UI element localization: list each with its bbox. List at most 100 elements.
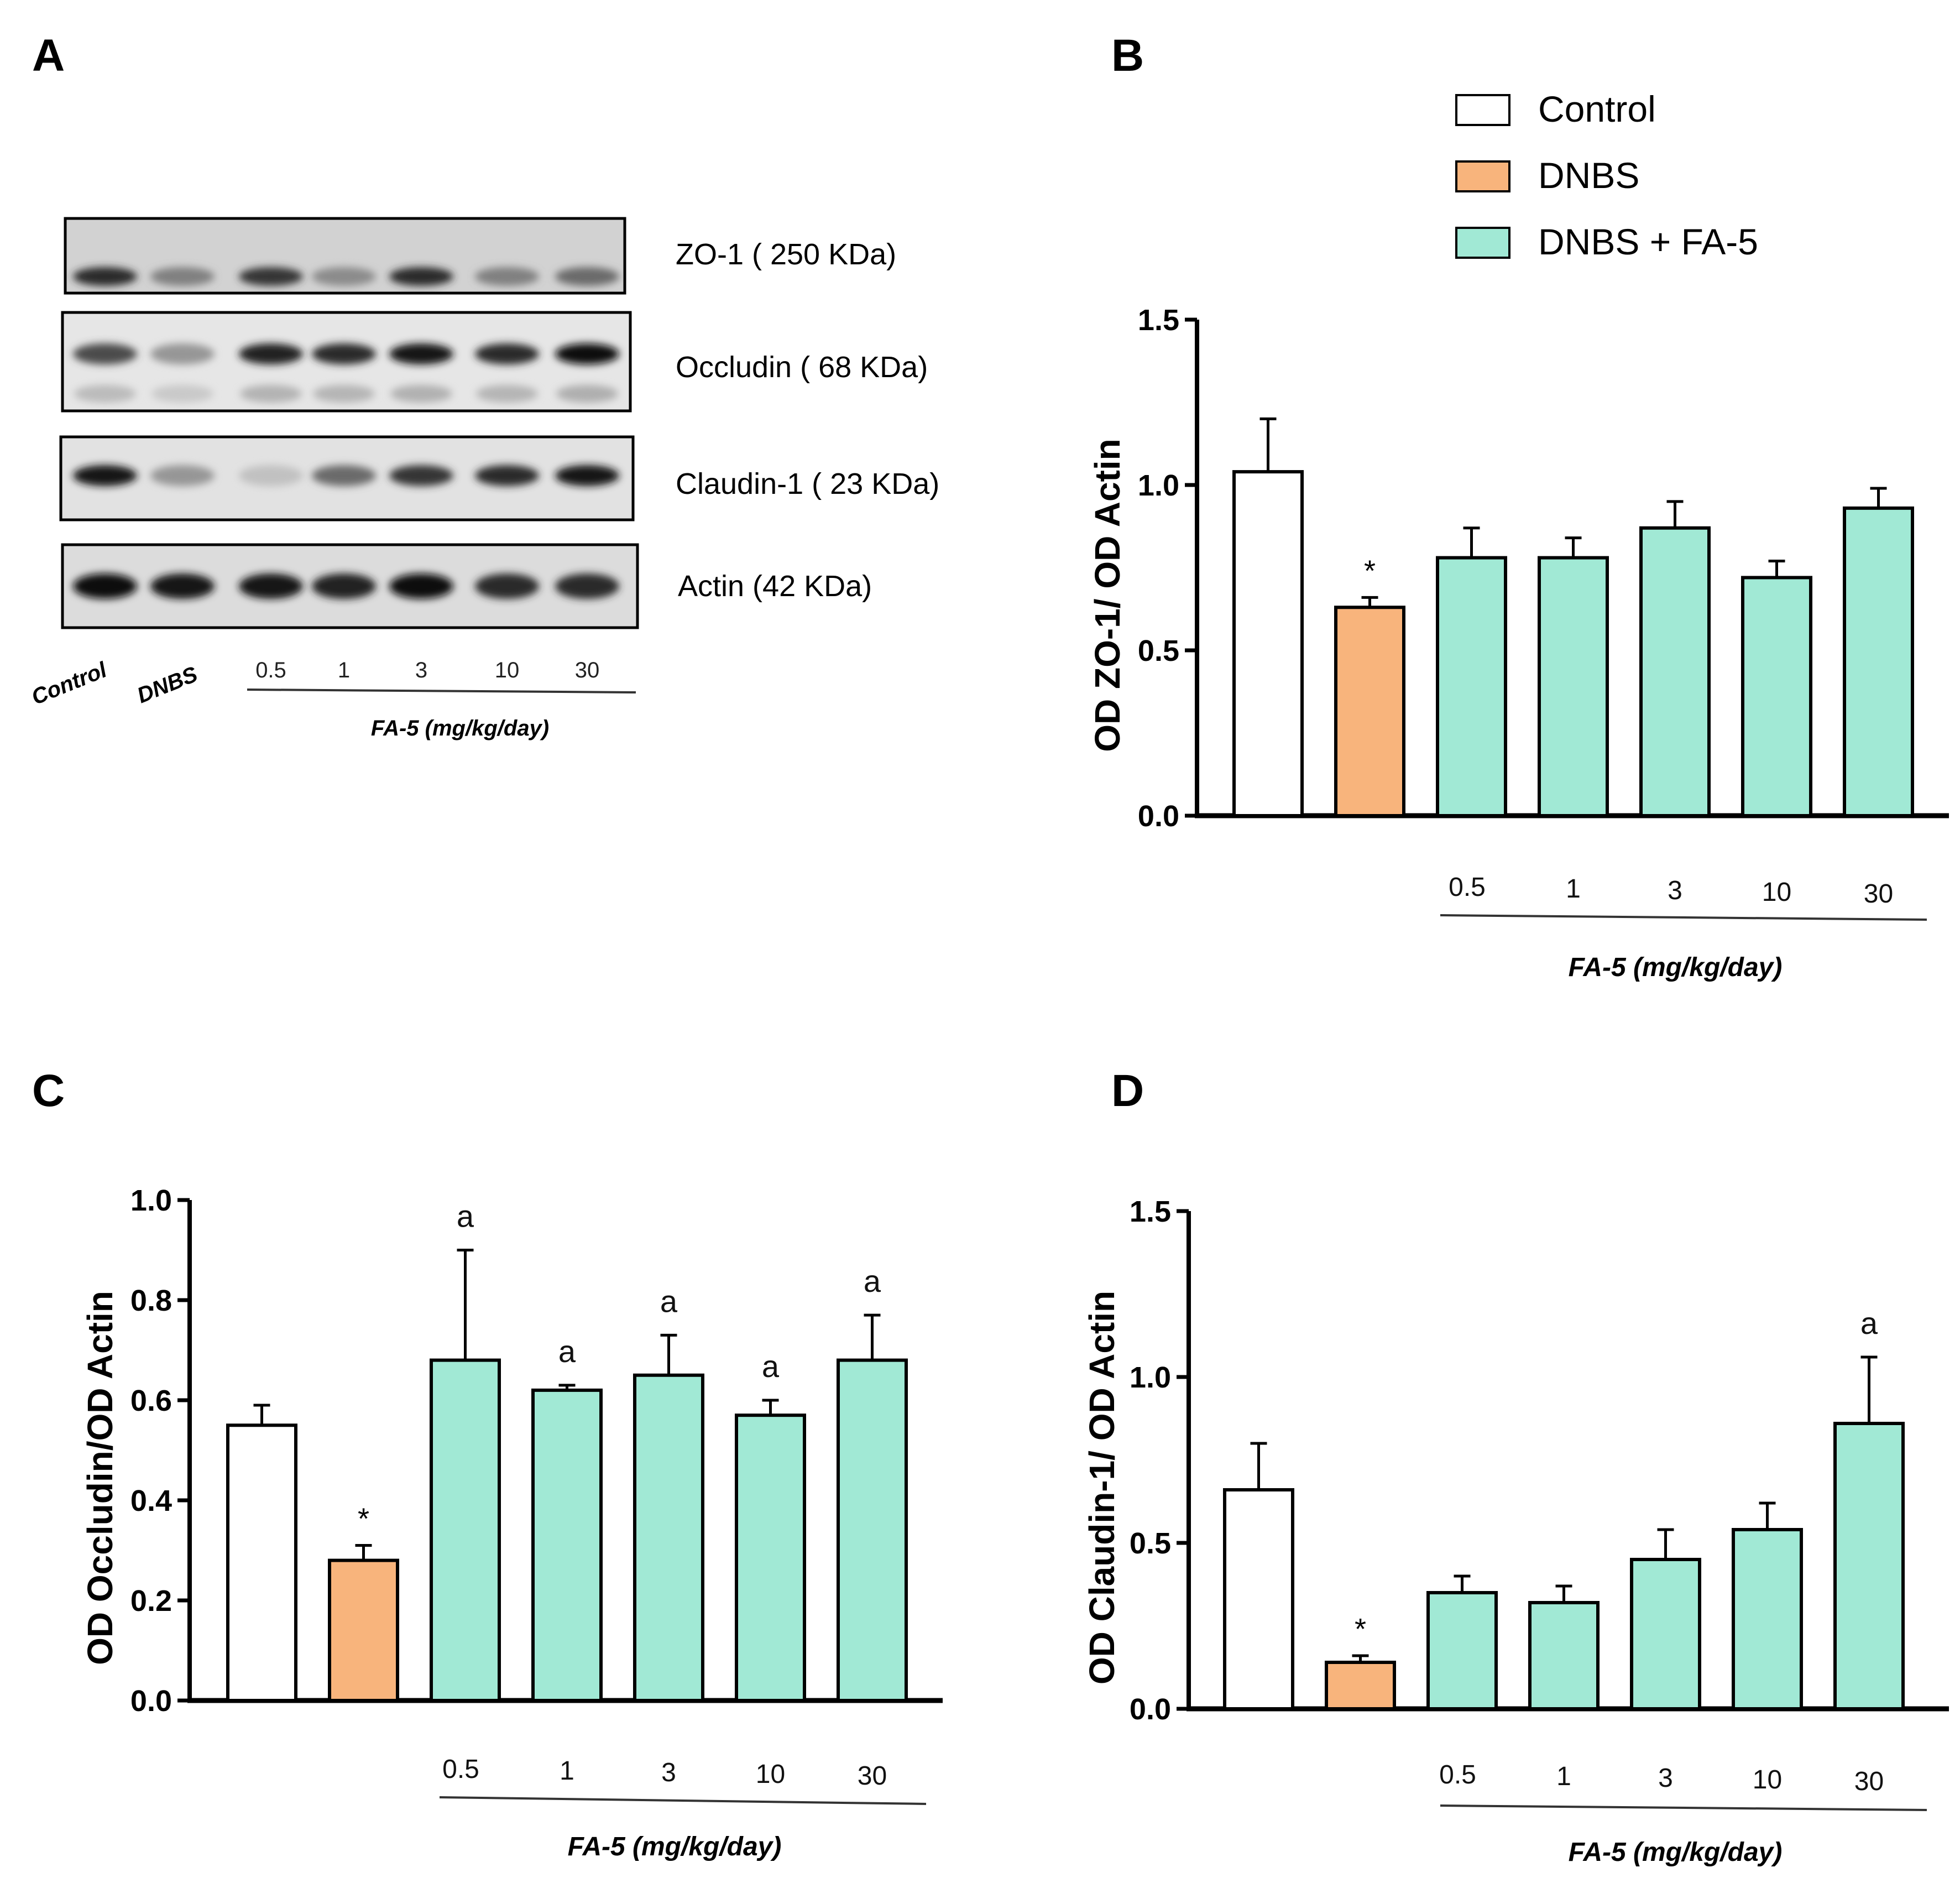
blot-band [475,267,539,286]
y-axis-title-c: OD Occludin/OD Actin [80,1291,120,1665]
blot-band [555,573,619,599]
blot-label-occludin: Occludin ( 68 KDa) [676,351,928,384]
panel-letter-b: B [1111,30,1144,81]
y-tick-label: 0.2 [130,1584,172,1618]
x-tick-label: 1 [1556,1762,1571,1791]
significance-marker: * [358,1502,369,1535]
bar-d-0 [1223,1488,1294,1710]
blot-band [312,573,376,599]
bar-chart-zo1: 0.0 0.5 1.0 1.5 OD ZO-1/ OD Actin * 0.5 1 3 10 30 F… [1088,304,1949,982]
blot-band-secondary [151,385,213,403]
bar-chart-occludin: 0.0 0.2 0.4 0.6 0.8 1.0 OD Occludin/OD Actin * a… [80,1184,943,1861]
significance-marker: a [558,1334,576,1369]
bar-b-2 [1436,556,1507,817]
legend-swatch-control [1455,94,1510,126]
blot-band [73,343,137,364]
blot-band [239,573,303,599]
bar-b-5 [1741,576,1812,817]
bar-b-1 [1334,606,1405,817]
blot-band [239,343,303,364]
blot-band [73,573,137,599]
blot-band [150,465,215,486]
x-tick-label: 30 [858,1761,887,1791]
y-tick-label: 1.0 [1138,469,1179,502]
x-tick-label: 10 [756,1760,785,1789]
blot-band [389,573,453,599]
dose-underline-d [1440,1804,1927,1811]
bar-b-3 [1538,556,1609,817]
bar-c-6 [837,1358,908,1703]
legend-label-fa5: DNBS + FA-5 [1538,221,1758,262]
blot-band [312,465,376,486]
x-tick-label: 3 [661,1758,676,1787]
western-blot-panel: ZO-1 ( 250 KDa) Occludin ( 68 KDa) Claud… [28,217,939,740]
bar-d-3 [1528,1601,1600,1710]
blot-band [555,267,619,286]
blot-band-secondary [390,385,452,403]
y-tick-label: 1.0 [130,1184,172,1217]
panel-letter-a: A [32,30,65,81]
blot-band-secondary [556,385,618,403]
blot-band [389,465,453,486]
blot-band [239,267,303,286]
y-tick-label: 1.0 [1130,1361,1171,1394]
blot-band [555,465,619,486]
x-axis-title-c: FA-5 (mg/kg/day) [568,1832,782,1861]
blot-strips [59,217,639,629]
legend-swatch-dnbs [1455,160,1510,192]
bar-c-0 [226,1423,297,1702]
significance-marker: * [1364,554,1376,587]
bar-b-4 [1639,526,1711,817]
blot-band [555,343,619,364]
blot-band [389,267,453,286]
bar-c-1 [328,1558,399,1703]
blot-band [150,343,215,364]
y-axis-title-b: OD ZO-1/ OD Actin [1088,439,1127,752]
lane-label-control: Control [28,658,111,710]
significance-marker: a [660,1284,678,1318]
y-tick-label: 0.8 [130,1284,172,1317]
blot-band [73,465,137,486]
legend: Control DNBS DNBS + FA-5 [1455,88,1758,262]
x-tick-label: 30 [1854,1767,1884,1796]
bar-d-6 [1833,1422,1905,1710]
y-axis-title-d: OD Claudin-1/ OD Actin [1082,1291,1122,1684]
panel-letter-d: D [1111,1066,1144,1116]
bar-c-5 [735,1413,806,1702]
y-tick-label: 0.0 [130,1684,172,1718]
significance-marker: a [457,1199,474,1234]
x-tick-label: 10 [1753,1765,1782,1795]
x-tick-label: 10 [1762,878,1791,907]
bar-chart-claudin: 0.0 0.5 1.0 1.5 OD Claudin-1/ OD Actin * 0.5 1 3… [1082,1195,1949,1867]
x-tick-label: 3 [1658,1764,1673,1793]
blot-dose-4: 30 [575,658,600,682]
blot-band [150,267,215,286]
panel-letter-c: C [32,1066,65,1116]
blot-dose-1: 1 [338,658,350,682]
blot-band-secondary [240,385,302,403]
significance-marker: * [1355,1613,1366,1646]
bar-d-4 [1630,1558,1701,1710]
bar-c-4 [633,1373,704,1702]
blot-band [312,343,376,364]
blot-band-secondary [476,385,538,403]
blot-band [475,465,539,486]
x-tick-label: 0.5 [1449,873,1486,902]
x-tick-label: 0.5 [1439,1760,1476,1790]
blot-band [312,267,376,286]
legend-label-dnbs: DNBS [1538,155,1639,196]
blot-band [150,573,215,599]
x-axis-title-d: FA-5 (mg/kg/day) [1569,1838,1783,1867]
y-tick-label: 0.0 [1130,1693,1171,1726]
significance-marker: a [762,1349,780,1384]
significance-marker: a [1860,1306,1878,1340]
bar-d-1 [1325,1661,1396,1710]
lane-label-dnbs: DNBS [134,662,201,708]
bar-c-3 [531,1388,603,1702]
bar-c-2 [430,1358,501,1703]
x-axis-title-b: FA-5 (mg/kg/day) [1569,953,1783,982]
blot-label-claudin: Claudin-1 ( 23 KDa) [676,467,939,500]
bar-d-2 [1426,1591,1498,1710]
y-tick-label: 0.5 [1138,634,1179,667]
